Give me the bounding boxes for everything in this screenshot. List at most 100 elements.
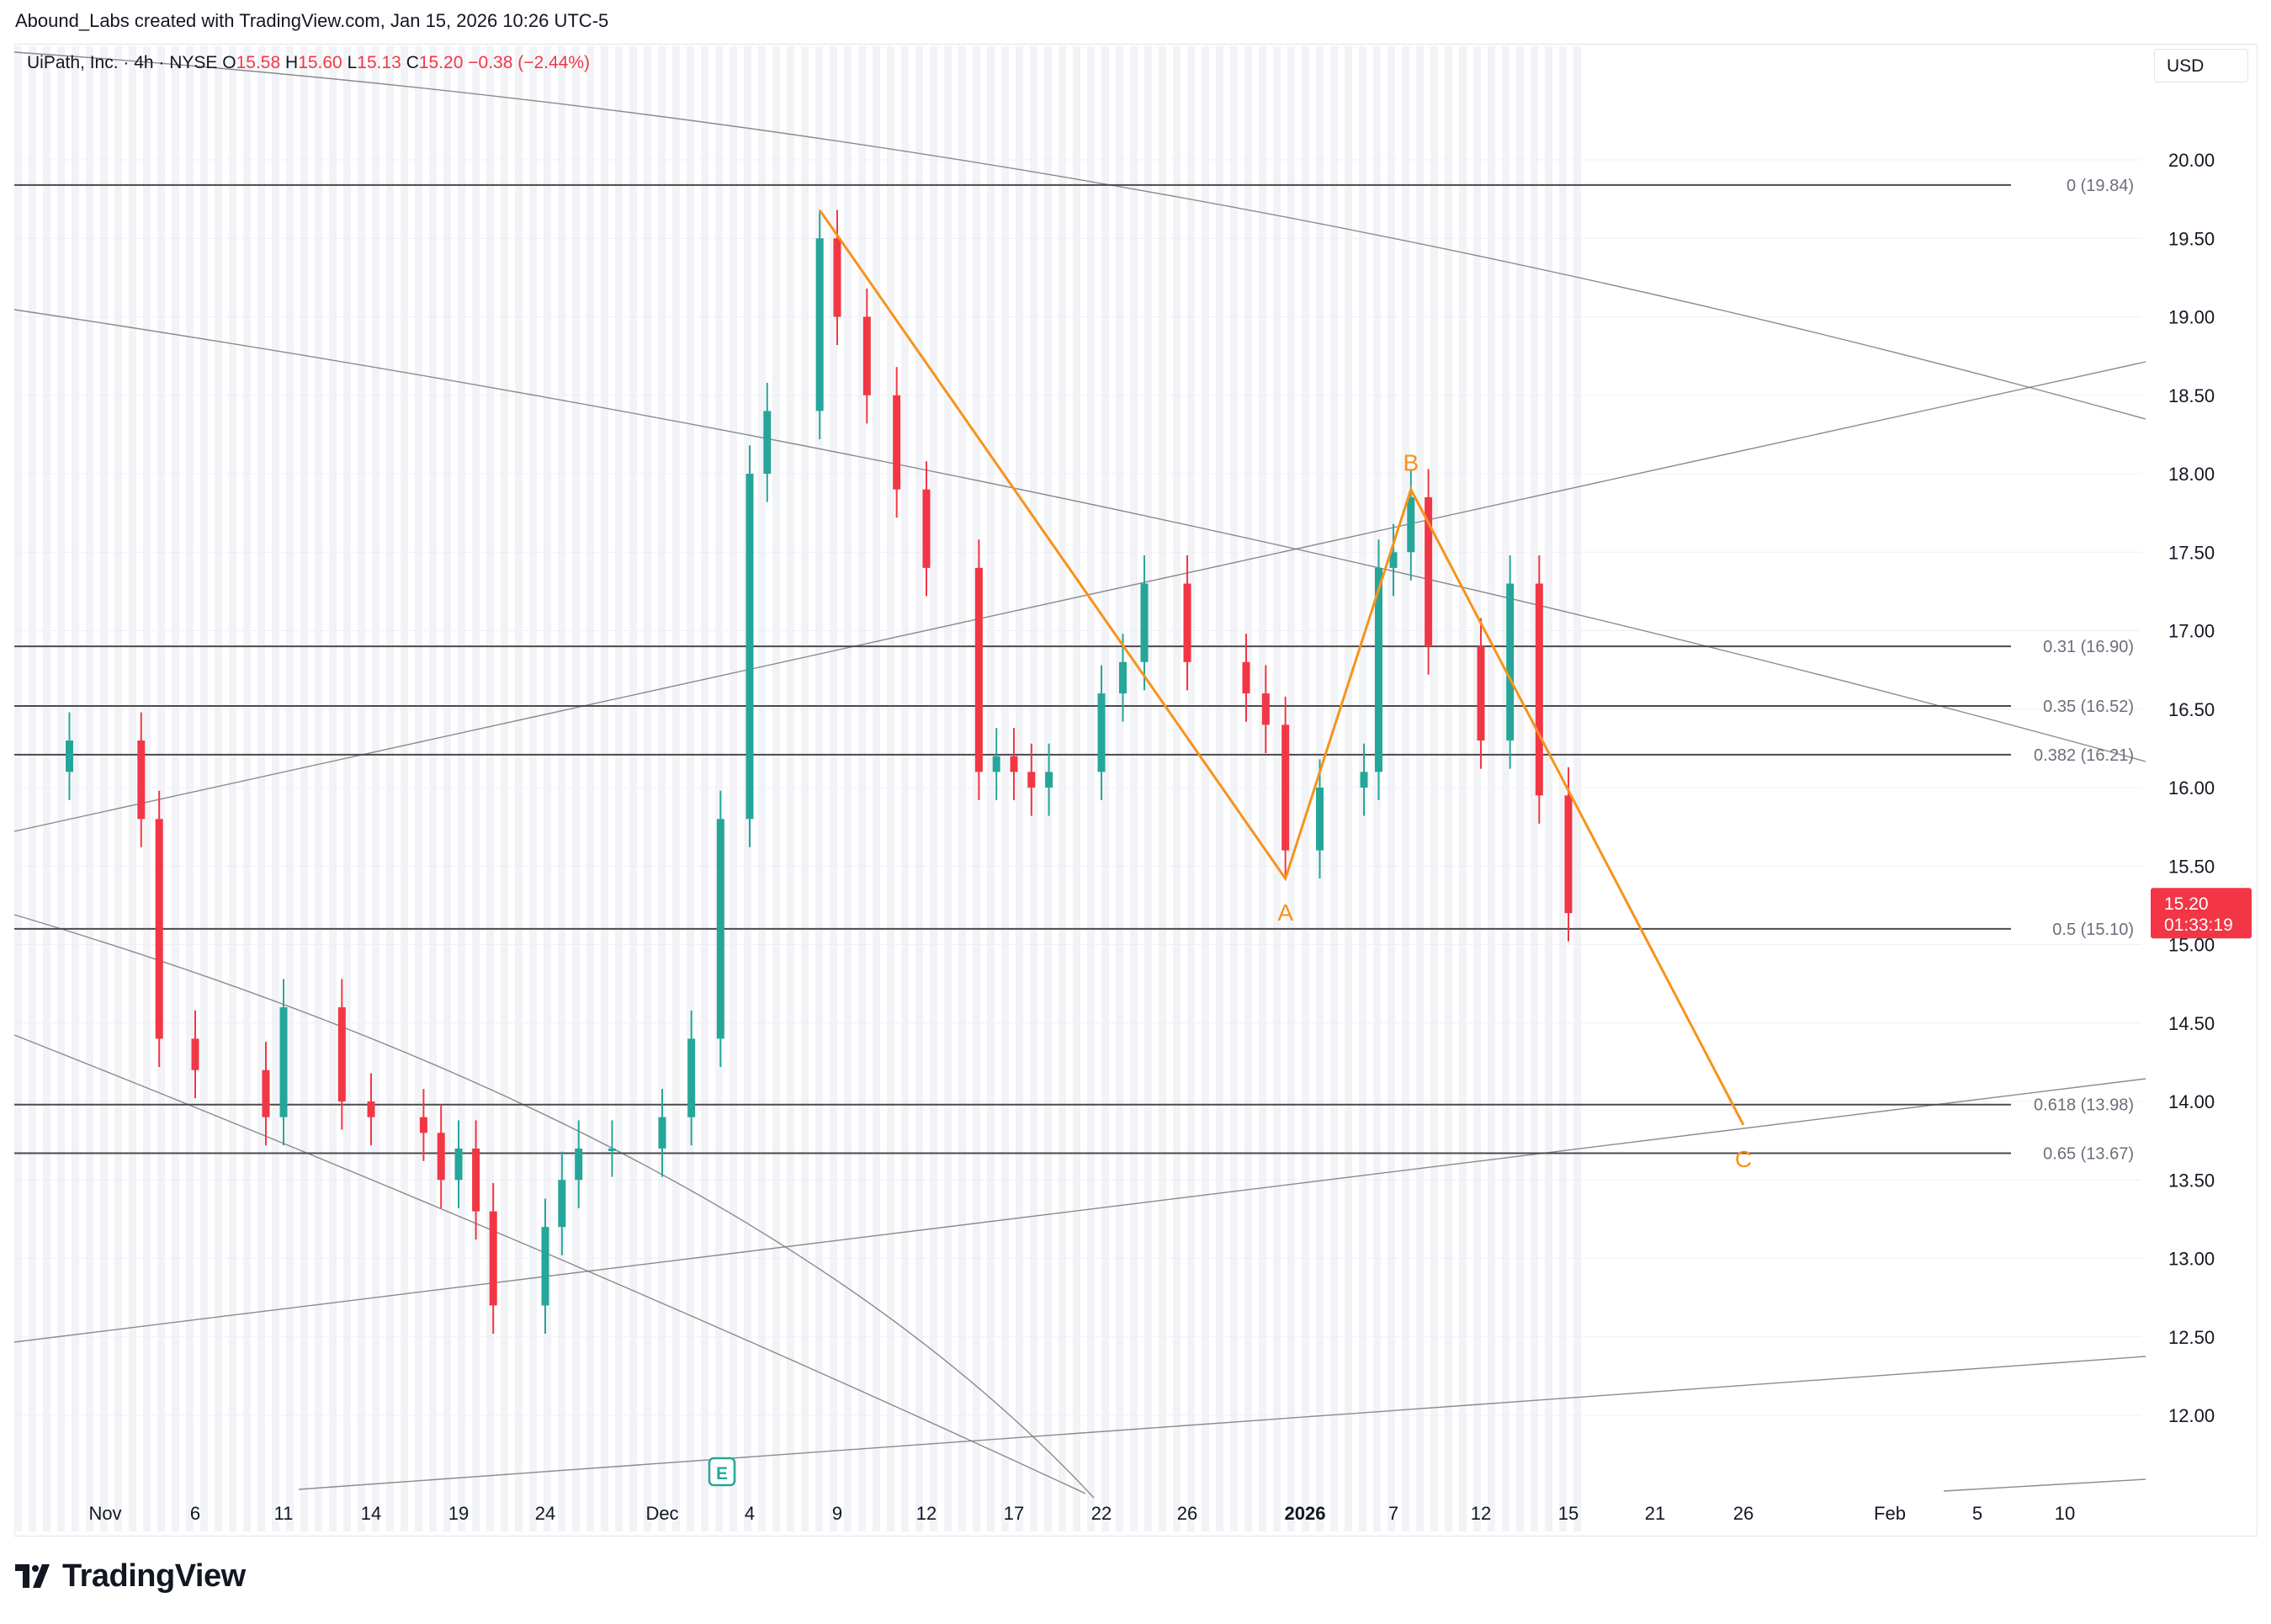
candle-body <box>1316 788 1324 851</box>
session-stripe <box>772 46 780 1531</box>
channel-line[interactable] <box>13 914 1095 1499</box>
candle-body <box>815 238 824 411</box>
channel-line[interactable] <box>13 361 2146 832</box>
channel-line[interactable] <box>1943 1478 2146 1492</box>
session-stripe <box>1044 46 1052 1531</box>
session-stripe <box>415 46 422 1531</box>
session-stripe <box>401 46 408 1531</box>
fib-level-label: 0.31 (16.90) <box>2043 638 2134 656</box>
time-tick-label: 2026 <box>1285 1503 1326 1524</box>
session-stripe <box>315 46 322 1531</box>
session-stripe <box>1359 46 1366 1531</box>
session-stripe <box>701 46 708 1531</box>
channel-line[interactable] <box>13 1034 1086 1494</box>
high-label: H <box>285 53 299 72</box>
session-stripe <box>257 46 265 1531</box>
price-axis: 12.0012.5013.0013.5014.0014.5015.0015.50… <box>2168 150 2215 1426</box>
session-stripe <box>286 46 294 1531</box>
session-stripe <box>1173 46 1181 1531</box>
time-axis: Nov 6 11 14 19 24 Dec 4 9 12 17 22 26 2026 7 12 15 21 26 Fe… <box>88 1503 2075 1524</box>
session-stripe <box>72 46 79 1531</box>
earnings-marker[interactable] <box>708 1457 736 1487</box>
candle-body <box>1027 772 1036 788</box>
session-stripe <box>243 46 251 1531</box>
fib-levels: 0 (19.84) 0.31 (16.90) 0.35 (16.52) 0.382 (… <box>14 177 2134 1164</box>
channel-line[interactable] <box>13 309 2146 762</box>
candle-body <box>1407 496 1415 553</box>
session-stripe <box>1488 46 1495 1531</box>
session-stripe <box>1187 46 1195 1531</box>
candle-body <box>367 1101 375 1117</box>
session-stripe <box>672 46 680 1531</box>
candle-body <box>1281 724 1290 851</box>
session-stripe <box>1345 46 1352 1531</box>
session-stripe <box>458 46 465 1531</box>
session-stripe <box>443 46 451 1531</box>
session-stripe <box>601 46 608 1531</box>
session-stripe <box>29 46 36 1531</box>
session-stripe <box>572 46 580 1531</box>
low-label: L <box>347 53 358 72</box>
candle-body <box>575 1148 583 1181</box>
tradingview-logo[interactable]: TradingView <box>15 1558 246 1595</box>
session-stripe <box>730 46 737 1531</box>
grid-lines <box>14 159 2141 1416</box>
session-stripe <box>1216 46 1223 1531</box>
wave-path[interactable] <box>818 209 1745 1126</box>
channel-line[interactable] <box>298 1356 2146 1490</box>
session-stripe <box>129 46 136 1531</box>
candle-body <box>893 395 901 490</box>
session-stripe <box>658 46 666 1531</box>
time-tick-label: 26 <box>1177 1503 1197 1524</box>
candle-body <box>1183 583 1191 662</box>
time-tick-label: 12 <box>916 1503 937 1524</box>
candle-body <box>1535 583 1543 796</box>
time-tick-label: 15 <box>1558 1503 1579 1524</box>
session-stripe <box>172 46 179 1531</box>
close-label: C <box>406 53 419 72</box>
candle-body <box>658 1117 666 1149</box>
session-stripe <box>615 46 623 1531</box>
session-stripe <box>429 46 437 1531</box>
session-stripe <box>386 46 394 1531</box>
candle-body <box>716 819 724 1039</box>
session-stripe <box>629 46 637 1531</box>
channel-lines <box>13 51 2146 1499</box>
price-tick-label: 18.00 <box>2168 464 2215 485</box>
session-stripe <box>958 46 966 1531</box>
wave-label-a: A <box>1277 900 1293 926</box>
channel-line[interactable] <box>13 1078 2146 1343</box>
candle-body <box>337 1007 346 1101</box>
session-stripe <box>715 46 723 1531</box>
price-tick-label: 16.50 <box>2168 699 2215 720</box>
tradingview-logo-icon <box>15 1563 50 1588</box>
symbol-title[interactable]: UiPath, Inc. · 4h · NYSE <box>27 53 218 72</box>
fib-level-label: 0.65 (13.67) <box>2043 1145 2134 1164</box>
ohlc-legend[interactable]: UiPath, Inc. · 4h · NYSE O15.58 H15.60 L… <box>27 53 590 73</box>
brand-name: TradingView <box>62 1558 246 1594</box>
session-stripe <box>586 46 594 1531</box>
wave-label-b: B <box>1403 450 1419 476</box>
currency-button[interactable]: USD <box>2154 49 2248 82</box>
candle-body <box>992 756 1000 772</box>
candle-body <box>746 474 754 820</box>
session-stripe <box>1573 46 1581 1531</box>
time-tick-label: 21 <box>1645 1503 1665 1524</box>
candle-body <box>1242 661 1250 694</box>
candle-body <box>558 1180 566 1228</box>
session-stripe <box>930 46 937 1531</box>
open-value: 15.58 <box>236 53 281 72</box>
session-stripe <box>143 46 151 1531</box>
price-tick-label: 14.50 <box>2168 1013 2215 1034</box>
session-stripe <box>687 46 694 1531</box>
candle-body <box>419 1117 427 1133</box>
session-stripe <box>558 46 565 1531</box>
candles <box>66 210 1573 1335</box>
fib-level-label: 0 (19.84) <box>2067 177 2134 195</box>
last-price-value: 15.20 <box>2164 894 2209 914</box>
time-tick-label: 24 <box>535 1503 555 1524</box>
time-tick-label: 17 <box>1004 1503 1024 1524</box>
candle-body <box>1375 567 1382 772</box>
channel-line[interactable] <box>13 51 2146 420</box>
